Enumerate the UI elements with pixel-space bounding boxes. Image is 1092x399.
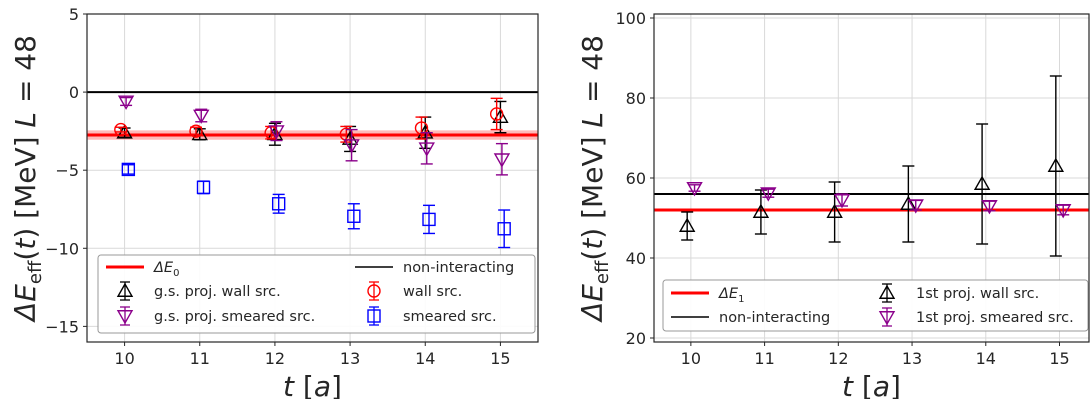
- legend-marker: [367, 309, 381, 323]
- data-point: [900, 195, 917, 210]
- legend-box: [662, 279, 1089, 332]
- y-tick-label: 5: [69, 5, 79, 24]
- legend-label: non-interacting: [719, 310, 830, 326]
- y-tick-label: −5: [55, 161, 79, 180]
- chart-panel-1: 10 11 12 13 14 15 100 80 60 40 20 ΔE1 1st proj. wall…: [576, 9, 1090, 399]
- series-3: [121, 162, 511, 249]
- y-tick-label: −15: [45, 317, 79, 336]
- x-tick-label: 10: [681, 349, 701, 368]
- x-tick-label: 11: [190, 349, 210, 368]
- axes-frame-0: [86, 13, 539, 343]
- data-point: [826, 203, 843, 218]
- x-axis-label-1: t [a]: [842, 370, 901, 399]
- data-point: [268, 125, 285, 140]
- data-point: [760, 187, 777, 202]
- data-point: [752, 203, 770, 218]
- x-tick-label: 12: [265, 349, 285, 368]
- data-point: [117, 95, 135, 110]
- data-point: [347, 209, 361, 223]
- legend-label: wall src.: [403, 284, 462, 300]
- y-tick-label: 40: [626, 249, 646, 268]
- x-tick-label: 14: [976, 349, 996, 368]
- y-tick-label: −10: [45, 239, 79, 258]
- legend-marker: [367, 284, 381, 298]
- series-0: [678, 75, 1065, 257]
- data-point: [189, 124, 203, 138]
- x-tick-label: 13: [902, 349, 922, 368]
- series-2: [117, 95, 511, 176]
- y-tick-label: 60: [626, 169, 646, 188]
- y-axis-label-1: ΔEeff(t) [MeV] L = 48: [576, 35, 613, 323]
- x-tick-label: 14: [415, 349, 435, 368]
- y-tick-label: 100: [615, 9, 646, 28]
- legend-1: ΔE1 1st proj. wall src. non-interacting 1st…: [662, 279, 1089, 332]
- series-1: [686, 182, 1072, 219]
- data-point: [114, 122, 128, 137]
- x-tick-label: 15: [490, 349, 510, 368]
- data-point: [1054, 204, 1072, 219]
- data-point: [497, 222, 511, 236]
- data-point: [422, 212, 436, 227]
- legend-label: g.s. proj. wall src.: [154, 284, 281, 300]
- data-point: [121, 162, 136, 177]
- legend-marker: [878, 311, 896, 326]
- y-tick-label: 20: [626, 329, 646, 348]
- x-tick-label: 15: [1049, 349, 1069, 368]
- data-point: [271, 197, 286, 211]
- data-point: [973, 175, 991, 190]
- data-point: [264, 126, 278, 140]
- legend-label: ΔE1: [718, 286, 744, 305]
- y-tick-label: 0: [69, 83, 79, 102]
- legend-box: [97, 254, 536, 334]
- legend-marker: [116, 310, 134, 325]
- data-point: [678, 217, 696, 232]
- data-point: [343, 139, 360, 154]
- data-point: [193, 109, 210, 124]
- legend-label: non-interacting: [403, 260, 514, 276]
- data-point: [489, 107, 504, 121]
- y-axis-label-0: ΔEeff(t) [MeV] L = 48: [9, 35, 46, 323]
- data-point: [907, 199, 924, 214]
- data-point: [1047, 157, 1065, 172]
- data-point: [493, 153, 511, 168]
- legend-label: g.s. proj. smeared src.: [154, 309, 315, 325]
- legend-label: ΔE0: [153, 260, 179, 279]
- x-tick-label: 13: [340, 349, 360, 368]
- legend-label: 1st proj. wall src.: [916, 286, 1039, 302]
- data-point: [981, 200, 998, 215]
- legend-label: 1st proj. smeared src.: [916, 310, 1074, 326]
- data-point: [686, 182, 703, 197]
- x-tick-label: 10: [114, 349, 134, 368]
- legend-0: ΔE0 non-interacting g.s. proj. wall src. wa…: [97, 254, 536, 334]
- data-point: [196, 180, 211, 195]
- x-axis-label-0: t [a]: [283, 370, 342, 399]
- data-point: [414, 121, 429, 135]
- data-point: [833, 194, 851, 209]
- data-point: [418, 142, 435, 157]
- legend-label: smeared src.: [403, 309, 497, 325]
- x-tick-label: 12: [828, 349, 848, 368]
- x-tick-label: 11: [754, 349, 774, 368]
- y-tick-label: 80: [626, 89, 646, 108]
- legend-marker: [116, 282, 134, 297]
- chart-panel-0: 10 11 12 13 14 15 5 0 −5 −10 −15 ΔE0 non-interacting…: [9, 5, 539, 399]
- legend-marker: [878, 284, 896, 299]
